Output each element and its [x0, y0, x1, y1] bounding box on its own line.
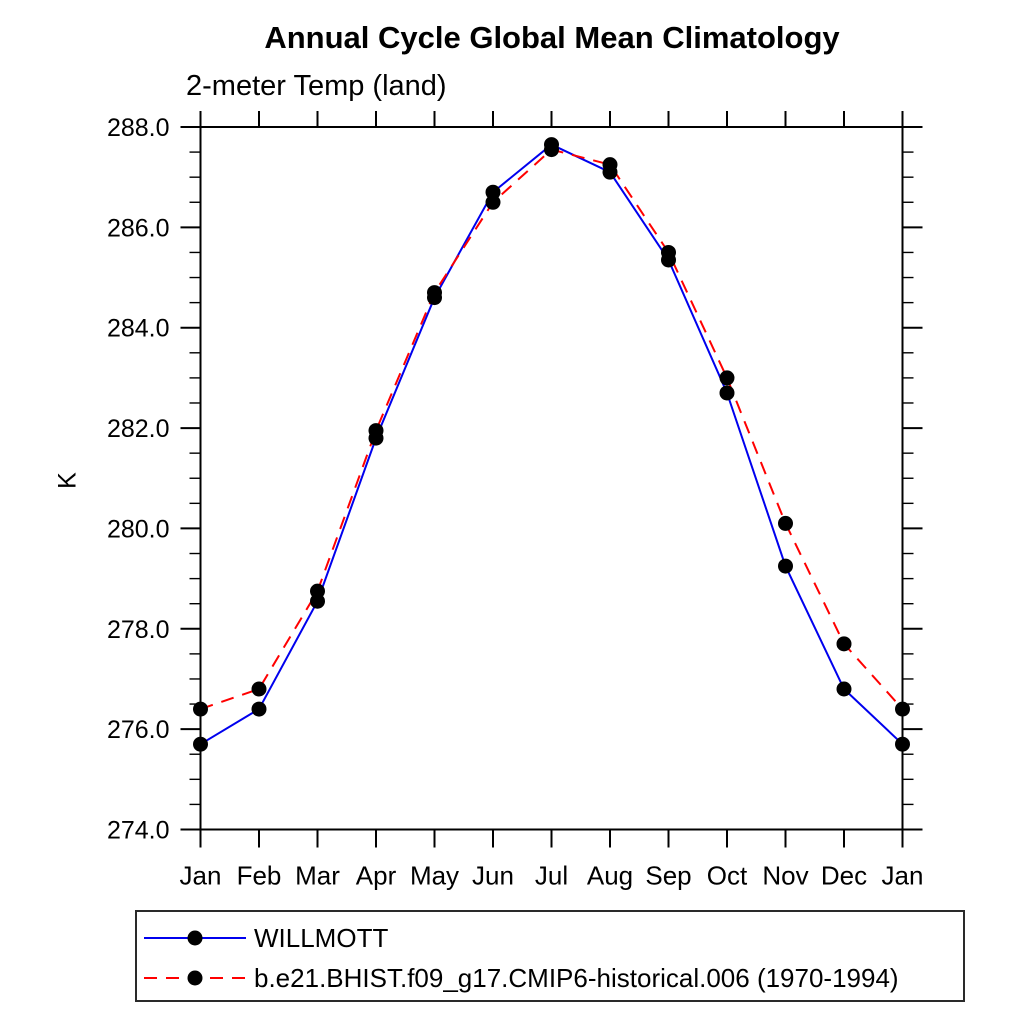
month-label: Dec [821, 861, 867, 891]
month-label: May [410, 861, 459, 891]
data-point-marker-1 [251, 681, 267, 697]
month-label: Mar [295, 861, 340, 891]
month-label: Apr [356, 861, 397, 891]
legend-entry-willmott: WILLMOTT [137, 918, 963, 958]
data-point-marker-1 [368, 423, 384, 439]
data-point-marker-1 [427, 285, 442, 301]
legend-line-sample-dashed [144, 970, 246, 986]
legend-line-sample-solid [144, 930, 246, 946]
month-label: Feb [237, 861, 282, 891]
y-tick-label: 280.0 [107, 515, 170, 543]
legend-box: WILLMOTT b.e21.BHIST.f09_g17.CMIP6-histo… [135, 910, 965, 1002]
y-tick-label: 288.0 [107, 114, 170, 142]
y-tick-label: 282.0 [107, 415, 170, 443]
month-label: Jun [472, 861, 514, 891]
month-label: Sep [645, 861, 691, 891]
data-point-marker-1 [544, 142, 559, 158]
month-label: Oct [707, 861, 748, 891]
data-point-marker-0 [836, 681, 852, 697]
data-point-marker-1 [193, 701, 208, 717]
plot-frame [199, 126, 904, 831]
data-point-marker-1 [310, 583, 325, 599]
data-point-marker-0 [251, 701, 267, 717]
month-label: Jul [535, 861, 568, 891]
data-point-marker-0 [719, 385, 735, 401]
data-point-marker-0 [895, 736, 910, 752]
chart-canvas: 274.0 276.0 278.0 280.0 282.0 284.0 286.0 288.0… [107, 111, 924, 891]
month-label: Jan [180, 861, 222, 891]
data-point-marker-1 [836, 636, 852, 652]
month-label: Jan [882, 861, 924, 891]
series-line-0 [199, 143, 904, 746]
chart-title: Annual Cycle Global Mean Climatology [264, 20, 840, 55]
month-label: Aug [587, 861, 633, 891]
legend-label-willmott: WILLMOTT [254, 922, 389, 953]
chart-subtitle: 2-meter Temp (land) [186, 70, 447, 102]
data-point-marker-1 [895, 701, 910, 717]
data-point-marker-1 [485, 194, 501, 210]
data-point-marker-0 [778, 558, 793, 574]
data-point-marker-1 [661, 244, 676, 260]
data-point-marker-1 [719, 370, 735, 386]
y-tick-label: 274.0 [107, 817, 170, 845]
legend-sample-marker [187, 930, 203, 946]
y-tick-label: 286.0 [107, 214, 170, 242]
legend-sample-marker [187, 970, 203, 986]
data-point-marker-1 [778, 515, 793, 531]
series-line-1 [200, 148, 904, 711]
y-tick-label: 276.0 [107, 716, 170, 744]
month-label: Nov [762, 861, 808, 891]
data-point-marker-0 [193, 736, 208, 752]
y-tick-label: 284.0 [107, 315, 170, 343]
data-point-marker-1 [602, 157, 618, 173]
legend-entry-model: b.e21.BHIST.f09_g17.CMIP6-historical.006… [137, 958, 963, 998]
y-tick-label: 278.0 [107, 616, 170, 644]
legend-label-model: b.e21.BHIST.f09_g17.CMIP6-historical.006… [254, 962, 899, 993]
